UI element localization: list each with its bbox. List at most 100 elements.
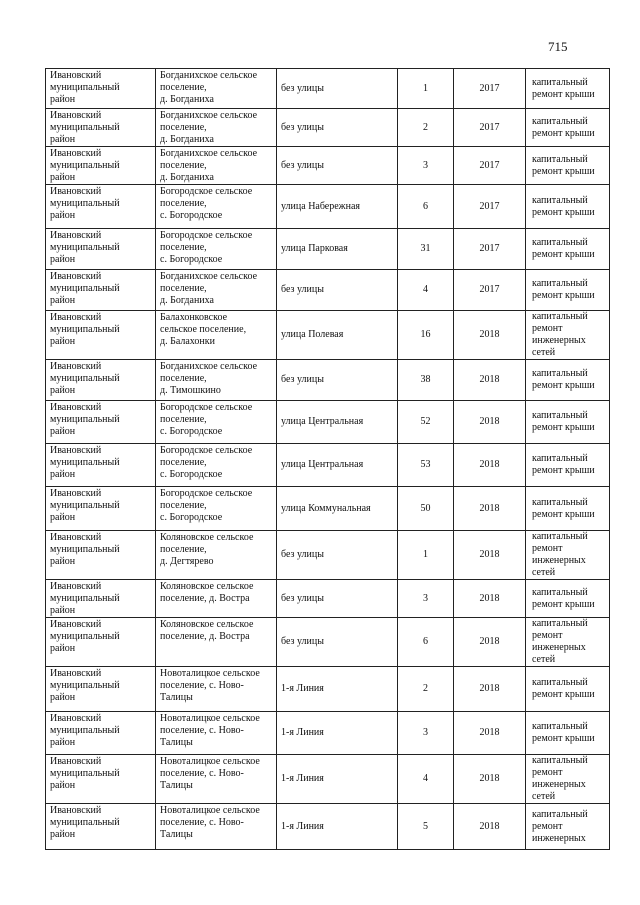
settlement-cell: Богородское сельское поселение, с. Богород…: [155, 400, 277, 444]
cell-line: район: [50, 469, 76, 480]
cell-line: район: [50, 210, 76, 221]
table-row: Ивановский муниципальный район Богородское …: [45, 184, 610, 229]
table-row: Ивановский муниципальный район Новоталицкое…: [45, 666, 610, 712]
district-cell: Ивановский муниципальный район: [45, 486, 156, 531]
cell-line: Ивановский: [50, 402, 102, 413]
cell-line: муниципальный: [50, 768, 120, 779]
cell-line: поселение,: [160, 198, 207, 209]
cell-line: Талицы: [160, 692, 193, 703]
house-number-cell: 5: [397, 803, 454, 850]
cell-line: д. Богданиха: [160, 295, 214, 306]
cell-line: капитальный: [532, 115, 588, 127]
cell-line: Ивановский: [50, 110, 102, 121]
settlement-cell: Богородское сельское поселение, с. Богород…: [155, 443, 277, 487]
cell-line: капитальный: [532, 755, 588, 767]
cell-line: ремонт крыши: [532, 598, 595, 610]
street-cell: 1-я Линия: [276, 666, 398, 712]
cell-line: Ивановский: [50, 756, 102, 767]
year-cell: 2017: [453, 108, 526, 147]
cell-line: поселение, с. Ново-: [160, 725, 244, 736]
cell-line: Новоталицкое сельское: [160, 756, 260, 767]
cell-line: капитальный: [532, 311, 588, 323]
cell-line: район: [50, 134, 76, 145]
cell-line: Ивановский: [50, 70, 102, 81]
year-cell: 2017: [453, 228, 526, 270]
cell-line: муниципальный: [50, 122, 120, 133]
cell-line: муниципальный: [50, 414, 120, 425]
cell-line: район: [50, 829, 76, 840]
cell-line: поселение,: [160, 160, 207, 171]
cell-line: капитальный: [532, 237, 588, 248]
cell-line: капитальный: [532, 410, 588, 421]
cell-line: район: [50, 385, 76, 396]
cell-line: Талицы: [160, 780, 193, 791]
settlement-cell: Богданихское сельское поселение, д. Богдан…: [155, 269, 277, 311]
settlement-cell: Богданихское сельское поселение, д. Богдан…: [155, 146, 277, 185]
work-type-cell: капитальный ремонт крыши: [525, 184, 610, 229]
house-number-cell: 52: [397, 400, 454, 444]
house-number-cell: 38: [397, 359, 454, 401]
street-cell: без улицы: [276, 269, 398, 311]
cell-line: Богородское сельское: [160, 402, 253, 413]
cell-line: Ивановский: [50, 488, 102, 499]
work-type-cell: капитальный ремонт крыши: [525, 108, 610, 147]
year-cell: 2017: [453, 146, 526, 185]
cell-line: инженерных: [532, 832, 586, 844]
district-cell: Ивановский муниципальный район: [45, 617, 156, 667]
cell-line: Ивановский: [50, 271, 102, 282]
cell-line: район: [50, 512, 76, 523]
district-cell: Ивановский муниципальный район: [45, 146, 156, 185]
cell-line: Ивановский: [50, 186, 102, 197]
cell-line: ремонт: [532, 767, 563, 778]
cell-line: ремонт: [532, 323, 563, 334]
district-cell: Ивановский муниципальный район: [45, 269, 156, 311]
work-type-cell: капитальный ремонт крыши: [525, 68, 610, 109]
table-row: Ивановский муниципальный район Коляновское …: [45, 617, 610, 667]
cell-line: район: [50, 94, 76, 105]
house-number-cell: 50: [397, 486, 454, 531]
year-cell: 2018: [453, 400, 526, 444]
work-type-cell: капитальный ремонт инженерных сетей: [525, 310, 610, 360]
table-row: Ивановский муниципальный район Богданихское…: [45, 68, 610, 109]
cell-line: поселение,: [160, 283, 207, 294]
year-cell: 2018: [453, 711, 526, 755]
work-type-cell: капитальный ремонт инженерных сетей: [525, 617, 610, 667]
cell-line: капитальный: [532, 586, 588, 598]
house-number-cell: 6: [397, 184, 454, 229]
street-cell: улица Парковая: [276, 228, 398, 270]
year-cell: 2018: [453, 359, 526, 401]
work-type-cell: капитальный ремонт инженерных сетей: [525, 754, 610, 804]
district-cell: Ивановский муниципальный район: [45, 579, 156, 618]
cell-line: поселение,: [160, 414, 207, 425]
cell-line: сетей: [532, 567, 556, 578]
cell-line: ремонт крыши: [532, 380, 595, 391]
cell-line: Коляновское сельское: [160, 619, 254, 630]
work-type-cell: капитальный ремонт крыши: [525, 666, 610, 712]
cell-line: д. Дегтярево: [160, 556, 214, 567]
work-type-cell: капитальный ремонт крыши: [525, 711, 610, 755]
house-number-cell: 16: [397, 310, 454, 360]
cell-line: муниципальный: [50, 817, 120, 828]
house-number-cell: 6: [397, 617, 454, 667]
cell-line: Богданихское сельское: [160, 271, 258, 282]
cell-line: с. Богородское: [160, 426, 223, 437]
settlement-cell: Богородское сельское поселение, с. Богород…: [155, 486, 277, 531]
year-cell: 2018: [453, 579, 526, 618]
cell-line: сельское поселение,: [160, 324, 247, 335]
page-number: 715: [548, 39, 568, 54]
cell-line: муниципальный: [50, 160, 120, 171]
cell-line: капитальный: [532, 677, 588, 688]
cell-line: район: [50, 336, 76, 347]
cell-line: Богданихское сельское: [160, 110, 258, 121]
house-number-cell: 1: [397, 530, 454, 580]
street-cell: улица Набережная: [276, 184, 398, 229]
settlement-cell: Богданихское сельское поселение, д. Тимошк…: [155, 359, 277, 401]
cell-line: д. Тимошкино: [160, 385, 221, 396]
cell-line: район: [50, 737, 76, 748]
house-number-cell: 53: [397, 443, 454, 487]
cell-line: Богданихское сельское: [160, 361, 258, 372]
cell-line: инженерных: [532, 779, 586, 790]
cell-line: муниципальный: [50, 198, 120, 209]
cell-line: Ивановский: [50, 668, 102, 679]
cell-line: Ивановский: [50, 713, 102, 724]
